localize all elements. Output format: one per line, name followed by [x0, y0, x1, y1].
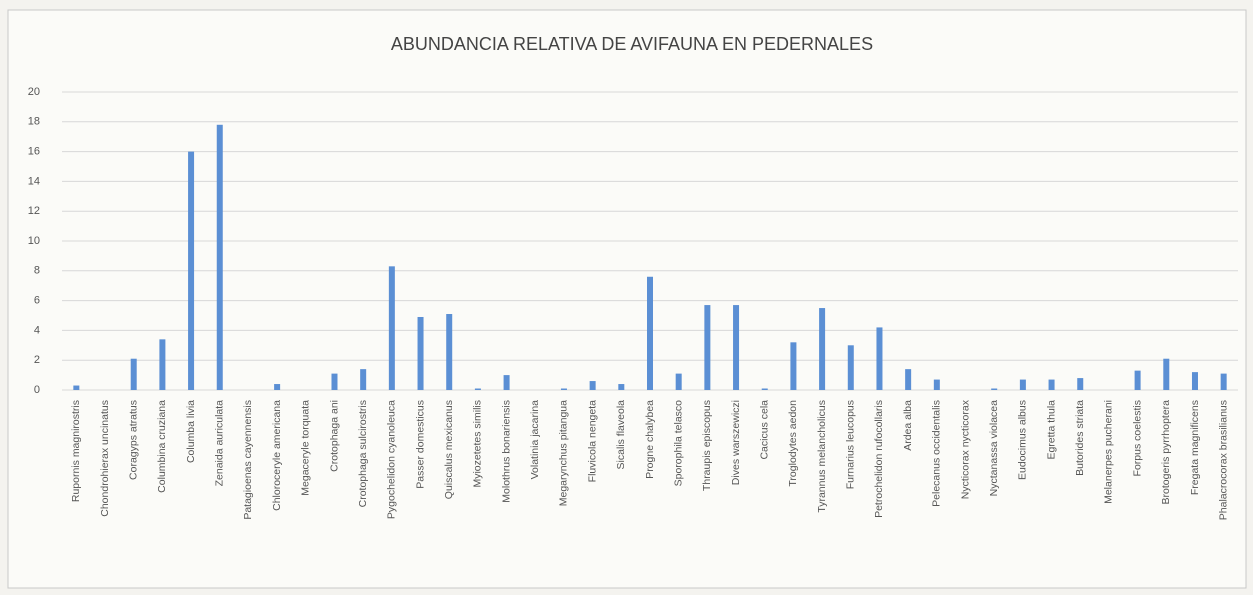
x-tick-label: Ardea alba: [902, 400, 914, 451]
y-tick-label: 8: [34, 265, 40, 277]
x-tick-label: Crotophaga ani: [328, 400, 340, 472]
bar: [647, 276, 653, 390]
bar: [761, 388, 768, 390]
bar: [331, 373, 338, 390]
x-tick-label: Pelecanus occidentalis: [931, 400, 943, 507]
bar: [704, 305, 711, 390]
bar: [130, 358, 137, 390]
x-tick-label: Petrochelidon rufocollaris: [873, 400, 885, 518]
bar: [876, 327, 883, 390]
x-tick-label: Fregata magnificens: [1189, 400, 1201, 495]
y-tick-label: 12: [28, 205, 40, 217]
y-tick-label: 20: [28, 86, 40, 98]
bar: [188, 151, 195, 390]
bar: [991, 388, 998, 390]
x-tick-label: Melanerpes pucherani: [1103, 400, 1115, 504]
x-tick-label: Thraupis episcopus: [701, 400, 713, 491]
bar: [388, 266, 395, 390]
x-tick-label: Eudocimus albus: [1017, 400, 1029, 480]
x-tick-label: Pygochelidon cyanoleuca: [386, 400, 398, 519]
y-tick-label: 0: [34, 384, 40, 396]
x-tick-label: Rupornis magnirostris: [70, 400, 82, 502]
y-tick-label: 18: [28, 116, 40, 128]
y-tick-label: 2: [34, 354, 40, 366]
bar: [1134, 370, 1141, 390]
x-tick-label: Sicalis flaveola: [615, 400, 627, 470]
bar: [819, 308, 826, 390]
x-tick-label: Columbina cruziana: [156, 400, 168, 493]
x-tick-label: Dives warszewiczi: [730, 400, 742, 485]
x-tick-label: Zenaida auriculata: [214, 400, 226, 487]
x-tick-label: Patagioenas cayennensis: [242, 400, 254, 520]
x-tick-label: Cacicus cela: [759, 400, 771, 460]
x-tick-label: Columba livia: [185, 400, 197, 463]
y-tick-label: 10: [28, 235, 40, 247]
x-tick-label: Chloroceryle americana: [271, 400, 283, 511]
x-tick-label: Passer domesticus: [414, 400, 426, 489]
bar: [1220, 373, 1227, 390]
y-tick-label: 16: [28, 146, 40, 158]
bar: [1019, 379, 1026, 390]
bar: [790, 342, 797, 390]
bar: [560, 388, 567, 390]
x-tick-label: Quiscalus mexicanus: [443, 400, 455, 499]
bar: [159, 339, 166, 390]
x-tick-label: Molothrus bonariensis: [500, 400, 512, 503]
bar: [474, 388, 481, 390]
y-tick-label: 4: [34, 324, 40, 336]
bar: [446, 314, 453, 390]
y-tick-label: 6: [34, 295, 40, 307]
bar: [589, 381, 596, 390]
x-tick-label: Forpus coelestis: [1131, 400, 1143, 476]
chart-frame: [7, 9, 1247, 589]
chart-title: ABUNDANCIA RELATIVA DE AVIFAUNA EN PEDER…: [391, 34, 873, 54]
bar: [360, 369, 367, 390]
x-tick-label: Nyctanassa violacea: [988, 400, 1000, 496]
bar: [1163, 358, 1170, 390]
x-tick-label: Chondrohierax uncinatus: [99, 400, 111, 517]
x-tick-label: Megarynchus pitangua: [558, 400, 570, 506]
x-tick-label: Troglodytes aedon: [787, 400, 799, 487]
x-tick-label: Volatinia jacarina: [529, 400, 541, 480]
x-tick-label: Sporophila telasco: [672, 400, 684, 487]
x-tick-label: Myiozetetes similis: [472, 400, 484, 488]
x-tick-label: Megaceryle torquata: [300, 400, 312, 496]
bar: [1077, 378, 1084, 390]
x-tick-label: Progne chalybea: [644, 400, 656, 479]
x-tick-label: Crotophaga sulcirostris: [357, 400, 369, 507]
bar: [417, 316, 424, 390]
bar: [618, 384, 625, 390]
bar: [1048, 379, 1055, 390]
x-tick-label: Brotogeris pyrrhoptera: [1160, 400, 1172, 505]
x-tick-label: Nycticorax nycticorax: [959, 399, 971, 499]
bar: [933, 379, 940, 390]
bar: [216, 124, 223, 390]
x-tick-label: Butorides striata: [1074, 400, 1086, 476]
bar: [1191, 372, 1198, 390]
bar: [905, 369, 912, 390]
y-tick-label: 14: [28, 175, 40, 187]
bar: [503, 375, 510, 390]
bar: [733, 305, 740, 390]
x-tick-label: Phalacrocorax brasilianus: [1217, 400, 1229, 520]
bar: [73, 385, 80, 390]
bar: [274, 384, 281, 390]
bar: [847, 345, 854, 390]
x-tick-label: Coragyps atratus: [127, 400, 139, 480]
x-tick-label: Fluvicola nengeta: [586, 400, 598, 482]
bar: [675, 373, 682, 390]
x-tick-label: Furnarius leucopus: [845, 400, 857, 489]
x-tick-label: Egretta thula: [1045, 400, 1057, 460]
x-tick-label: Tyrannus melancholicus: [816, 400, 828, 513]
